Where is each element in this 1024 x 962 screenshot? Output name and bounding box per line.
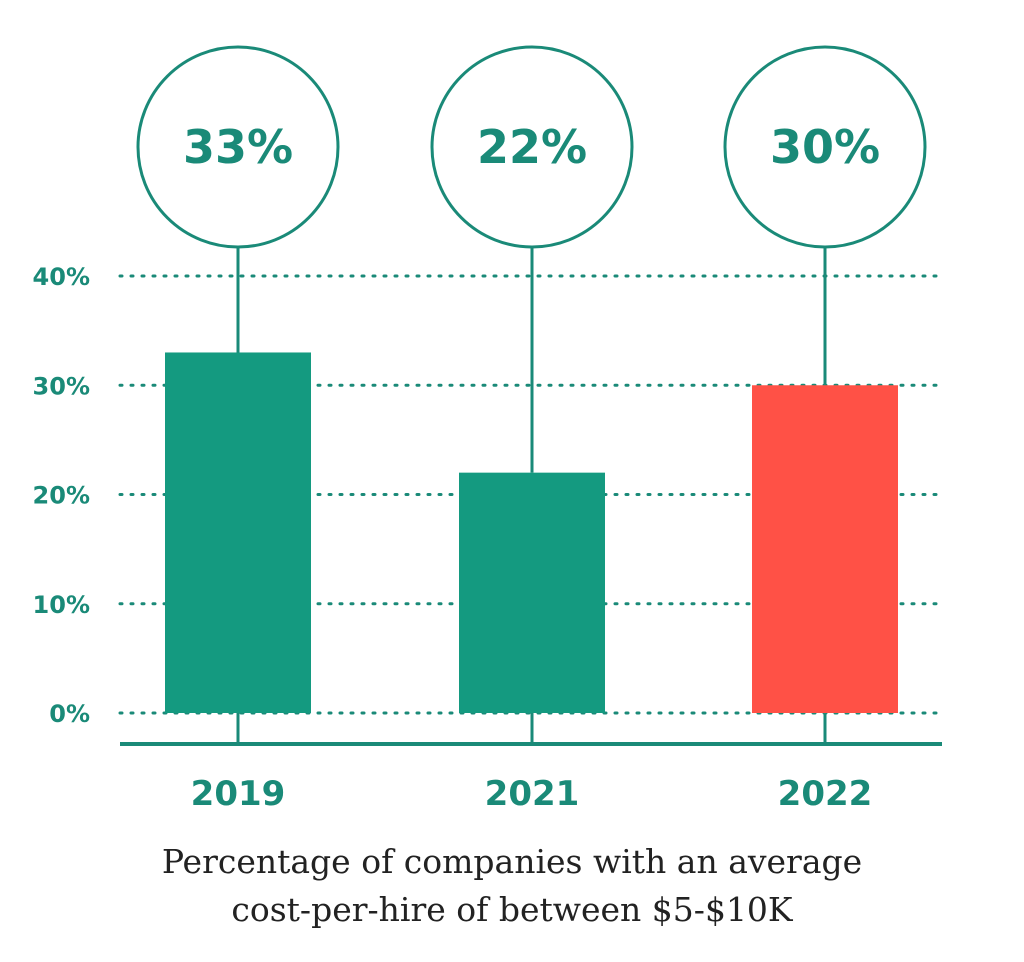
value-bubble (136, 45, 340, 249)
y-tick-label: 0% (49, 700, 90, 728)
x-tick-label: 2022 (778, 774, 873, 814)
chart-caption: Percentage of companies with an average … (0, 838, 1024, 934)
bar (165, 352, 311, 713)
bar (752, 385, 898, 713)
value-bubble (723, 45, 927, 249)
x-tick-label: 2019 (191, 774, 286, 814)
y-tick-label: 30% (33, 372, 90, 400)
caption-line-1: Percentage of companies with an average (161, 842, 863, 881)
data-label: 30% (770, 120, 880, 174)
y-tick-label: 40% (33, 263, 90, 291)
y-tick-label: 10% (33, 591, 90, 619)
y-tick-label: 20% (33, 482, 90, 510)
data-label: 33% (183, 120, 293, 174)
value-bubble (430, 45, 634, 249)
caption-line-2: cost-per-hire of between $5-$10K (231, 890, 793, 929)
x-tick-label: 2021 (485, 774, 580, 814)
bar (459, 472, 605, 713)
data-label: 22% (477, 120, 587, 174)
